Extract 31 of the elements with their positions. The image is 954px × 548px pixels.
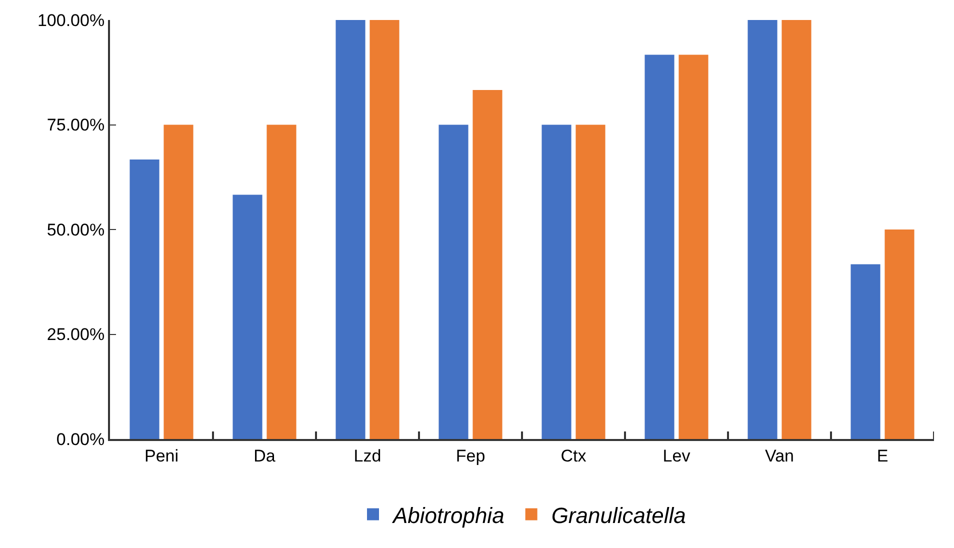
legend-label: Granulicatella	[551, 502, 686, 528]
legend-label: Abiotrophia	[391, 502, 504, 528]
bar	[678, 54, 708, 439]
bar	[644, 54, 674, 439]
x-tick-label: Peni	[144, 446, 179, 466]
x-tick-label: Lzd	[354, 446, 382, 466]
bar	[884, 230, 914, 439]
bar	[266, 124, 296, 439]
bar	[542, 124, 572, 439]
x-tick-label: Lev	[662, 446, 691, 466]
y-tick-label: 50.00%	[46, 220, 105, 240]
y-tick-label: 25.00%	[46, 325, 105, 344]
x-tick-label: Ctx	[560, 446, 587, 466]
bar	[438, 124, 468, 439]
bar	[748, 20, 778, 439]
bar	[850, 264, 880, 439]
bar	[370, 20, 400, 439]
bar	[472, 90, 502, 439]
bar	[130, 160, 160, 439]
bar	[782, 20, 812, 439]
bar	[232, 194, 262, 439]
y-tick-label: 0.00%	[56, 430, 105, 449]
x-tick-label: Fep	[456, 446, 486, 466]
bar	[164, 124, 194, 439]
y-tick-label: 100.00%	[37, 10, 105, 30]
bar	[576, 124, 606, 439]
x-tick-label: Van	[765, 446, 794, 466]
x-tick-label: Da	[254, 446, 276, 466]
y-tick-label: 75.00%	[46, 116, 105, 135]
bar	[336, 20, 366, 439]
x-tick-label: E	[876, 446, 888, 466]
